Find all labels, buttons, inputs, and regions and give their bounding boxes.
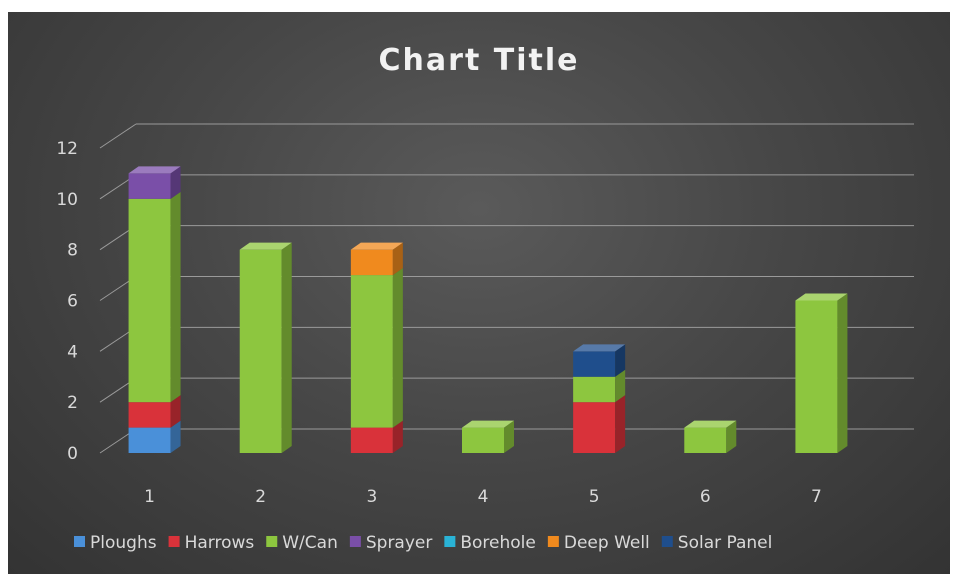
legend-swatch bbox=[444, 536, 456, 547]
legend-label: Deep Well bbox=[564, 533, 650, 553]
bar-side bbox=[392, 268, 403, 428]
bar-side bbox=[615, 395, 626, 453]
bar-segment-harrows bbox=[350, 420, 403, 453]
legend-swatch bbox=[168, 536, 180, 547]
bar-front bbox=[128, 427, 171, 453]
x-tick-label: 6 bbox=[700, 487, 711, 507]
y-tick-label: 6 bbox=[67, 292, 78, 312]
legend-label: Harrows bbox=[185, 533, 255, 553]
bar-segment-deep-well bbox=[350, 242, 403, 276]
x-tick-label: 1 bbox=[144, 487, 155, 507]
bar-side bbox=[392, 242, 403, 276]
bar-front bbox=[684, 427, 727, 453]
legend-item: Sprayer bbox=[349, 533, 433, 553]
bar-side bbox=[170, 420, 181, 453]
bar-segment-w-can bbox=[684, 420, 737, 453]
y-tick-label: 0 bbox=[67, 444, 78, 464]
chart-title: Chart Title bbox=[379, 43, 580, 78]
bar-top bbox=[684, 420, 737, 428]
legend-label: W/Can bbox=[282, 533, 338, 553]
y-tick-label: 2 bbox=[67, 393, 78, 413]
bar-segment-sprayer bbox=[128, 166, 181, 199]
legend: Ploughs Harrows W/Can Sprayer Borehole Deep W… bbox=[74, 533, 772, 553]
bar-segment-w-can bbox=[573, 369, 626, 403]
bar-segment-solar-panel bbox=[573, 344, 626, 377]
bar-side bbox=[615, 344, 626, 377]
x-tick-label: 4 bbox=[478, 487, 489, 507]
bar-segment-w-can bbox=[350, 268, 403, 428]
legend-item: Solar Panel bbox=[661, 533, 773, 553]
bar-top bbox=[573, 344, 626, 352]
x-tick-label: 2 bbox=[255, 487, 266, 507]
bar-side bbox=[392, 420, 403, 453]
bar-segment-w-can bbox=[128, 191, 181, 403]
bar-side bbox=[170, 166, 181, 199]
legend-swatch bbox=[349, 536, 361, 547]
bar-side bbox=[837, 293, 848, 453]
bar-front bbox=[128, 402, 171, 428]
legend-item: Ploughs bbox=[74, 533, 157, 553]
bars bbox=[128, 166, 848, 453]
legend-swatch bbox=[547, 536, 559, 547]
bar-segment-ploughs bbox=[128, 420, 181, 453]
bar-side bbox=[615, 369, 626, 403]
bar-front bbox=[573, 376, 616, 403]
bar-front bbox=[573, 402, 616, 453]
bar-side bbox=[504, 420, 514, 453]
legend-label: Borehole bbox=[460, 533, 536, 553]
bar-top bbox=[239, 242, 292, 250]
legend-item: Harrows bbox=[168, 533, 255, 553]
x-axis-ticks: 1 2 3 4 5 6 7 bbox=[144, 487, 822, 507]
bar-top bbox=[462, 420, 514, 428]
bar-front bbox=[462, 427, 504, 453]
bar-segment-harrows bbox=[128, 395, 181, 428]
x-tick-label: 5 bbox=[589, 487, 600, 507]
y-tick-label: 10 bbox=[56, 190, 78, 210]
bar-front bbox=[350, 427, 393, 453]
bar-segment-harrows bbox=[573, 395, 626, 453]
legend-item: Deep Well bbox=[547, 533, 650, 553]
bar-segment-w-can bbox=[239, 242, 292, 453]
bar-front bbox=[795, 300, 838, 453]
x-tick-label: 7 bbox=[811, 487, 822, 507]
bar-segment-w-can bbox=[462, 420, 514, 453]
bar-side bbox=[726, 420, 737, 453]
bar-side bbox=[281, 242, 292, 453]
legend-item: Borehole bbox=[444, 533, 536, 553]
bar-front bbox=[350, 249, 393, 276]
legend-label: Sprayer bbox=[366, 533, 433, 553]
y-tick-label: 8 bbox=[67, 241, 78, 261]
bar-top bbox=[350, 242, 403, 250]
bar-top bbox=[795, 293, 848, 301]
gridline-slant bbox=[99, 123, 137, 149]
bar-top bbox=[128, 166, 181, 174]
gridlines bbox=[99, 123, 914, 454]
legend-swatch bbox=[74, 536, 85, 547]
legend-swatch bbox=[266, 536, 278, 547]
bar-front bbox=[350, 275, 393, 428]
y-tick-label: 12 bbox=[56, 139, 78, 159]
legend-item: W/Can bbox=[266, 533, 338, 553]
bar-front bbox=[239, 249, 282, 453]
legend-swatch bbox=[661, 536, 673, 547]
bar-front bbox=[128, 173, 171, 199]
x-tick-label: 3 bbox=[366, 487, 377, 507]
bar-front bbox=[573, 351, 616, 377]
legend-label: Ploughs bbox=[90, 533, 157, 553]
legend-label: Solar Panel bbox=[678, 533, 773, 553]
bar-front bbox=[128, 198, 171, 403]
bar-segment-w-can bbox=[795, 293, 848, 453]
bar-side bbox=[170, 395, 181, 428]
bar-side bbox=[170, 191, 181, 403]
y-tick-label: 4 bbox=[67, 342, 78, 362]
y-axis-ticks: 0 2 4 6 8 10 12 bbox=[56, 139, 78, 464]
